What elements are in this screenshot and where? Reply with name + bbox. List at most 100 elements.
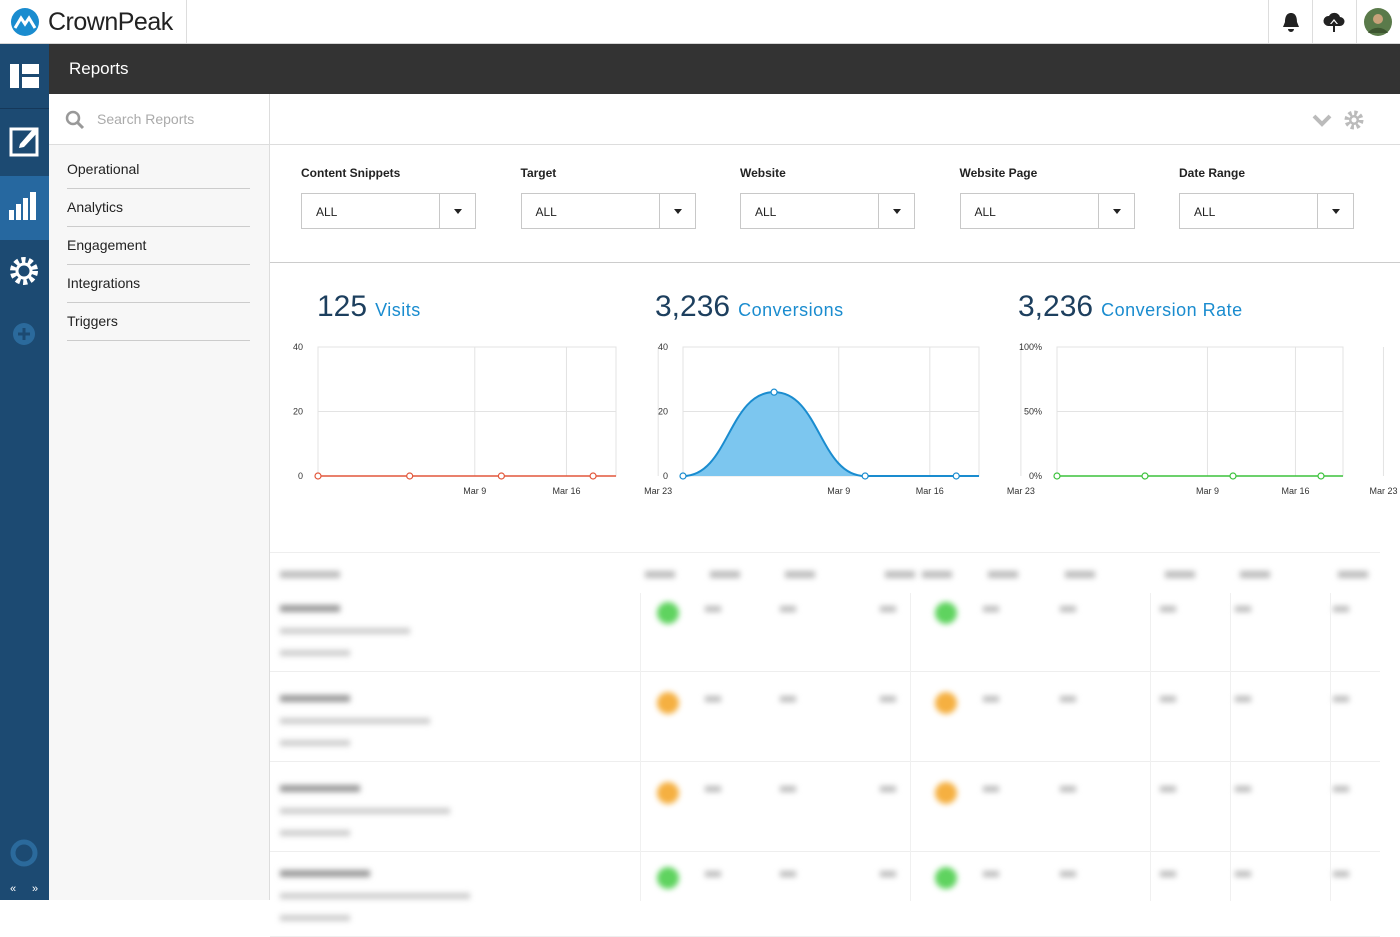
filter-label: Content Snippets [301,166,401,180]
blurred-cell [1060,871,1076,877]
data-point [497,472,505,480]
search-box[interactable]: Search Reports [49,94,269,145]
blurred-cell [705,871,721,877]
divider [878,194,879,228]
chart-title: Visits [375,300,421,320]
filter-value: ALL [316,205,338,219]
status-dot [935,782,957,804]
x-tick-label: Mar 16 [552,486,580,496]
blurred-cell [280,808,450,814]
search-placeholder: Search Reports [97,111,195,127]
blurred-header [1165,571,1195,578]
filter-value: ALL [535,205,557,219]
divider [1317,194,1318,228]
filter-select[interactable]: ALL [520,193,696,229]
avatar[interactable] [1363,7,1393,37]
row-line [270,851,1380,852]
blurred-cell [1060,786,1076,792]
blurred-cell [780,606,796,612]
filter-value: ALL [974,205,996,219]
y-tick-label: 0% [1029,471,1042,481]
status-dot [935,602,957,624]
blurred-cell [280,628,410,634]
blurred-cell [983,871,999,877]
data-point [589,472,597,480]
data-point [1229,472,1237,480]
blurred-header [710,571,740,578]
x-tick-label: Mar 9 [463,486,486,496]
nav-item[interactable]: Operational [67,151,250,189]
x-tick-label: Mar 23 [1007,486,1035,496]
blurred-cell [1333,696,1349,702]
status-dot [657,602,679,624]
dropdown-arrow [673,209,682,214]
nav-item[interactable]: Triggers [67,303,250,341]
dropdown-arrow [454,209,462,214]
logo-icon [11,8,39,36]
blurred-cell [280,893,470,899]
divider [439,194,440,228]
svg-text:«: « [10,883,16,895]
filter-select[interactable]: ALL [740,193,915,229]
blurred-header [280,571,340,578]
col-line [1150,593,1151,901]
nav-item[interactable]: Analytics [67,189,250,227]
blurred-cell [983,696,999,702]
blurred-cell [1333,786,1349,792]
blurred-cell [280,605,340,612]
nav-item[interactable]: Engagement [67,227,250,265]
blurred-cell [880,871,896,877]
series-line [682,391,979,478]
blurred-cell [780,871,796,877]
upload[interactable] [1323,11,1345,33]
top-bar: CrownPeak [0,0,1400,44]
data-point [861,472,869,480]
x-tick-label: Mar 23 [1369,486,1397,496]
chart-title: Conversion Rate [1101,300,1243,320]
filter-select[interactable]: ALL [301,193,476,229]
blurred-cell [1235,606,1251,612]
y-tick-label: 40 [293,342,303,352]
row-line [270,671,1380,672]
x-tick-label: Mar 16 [1281,486,1309,496]
blurred-header [1240,571,1270,578]
nav-item[interactable]: Integrations [67,265,250,303]
x-tick-label: Mar 9 [827,486,850,496]
y-tick-label: 0 [298,471,303,481]
data-point [679,472,687,480]
blurred-table [270,552,1380,937]
svg-text:»: » [32,883,38,895]
blurred-cell [280,830,350,836]
filter-select[interactable]: ALL [959,193,1135,229]
blurred-cell [280,915,350,921]
filter-value: ALL [755,205,777,219]
blurred-cell [880,786,896,792]
data-point [1053,472,1061,480]
page-header: Reports [49,44,1400,94]
status-dot [935,867,957,889]
filter-select[interactable]: ALL [1179,193,1354,229]
x-tick-label: Mar 23 [644,486,672,496]
blurred-cell [280,785,360,792]
y-tick-label: 20 [658,407,668,417]
blurred-cell [705,786,721,792]
headline-value: 3,236 [655,290,730,323]
headline-value: 3,236 [1018,290,1093,323]
filter-label: Website Page [959,166,1038,180]
notifications[interactable] [1281,11,1301,33]
chart-title: Conversions [738,300,844,320]
status-dot [935,692,957,714]
blurred-header [1338,571,1368,578]
filter-label: Date Range [1179,166,1246,180]
y-tick-label: 0 [663,471,668,481]
row-line [270,761,1380,762]
main: Content Snippets ALL Target ALL Website ALL We… [270,94,1400,900]
data-point [1317,472,1325,480]
headline-value: 125 [317,290,367,323]
filter-label: Website [740,166,786,180]
data-point [952,472,960,480]
y-tick-label: 40 [658,342,668,352]
toolbar-icons[interactable] [1310,109,1370,133]
dropdown-arrow [893,209,901,214]
